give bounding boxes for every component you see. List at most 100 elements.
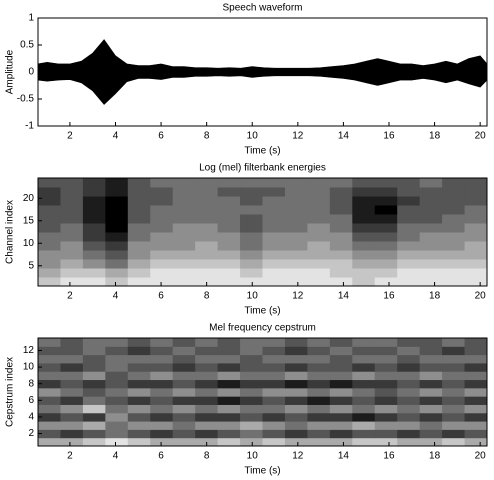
- heatmap-cell: [464, 214, 488, 224]
- heatmap-cell: [284, 223, 308, 233]
- heatmap-cell: [105, 421, 129, 430]
- heatmap-cell: [284, 338, 308, 347]
- heatmap-cell: [464, 429, 488, 439]
- heatmap-cell: [442, 214, 466, 224]
- heatmap-cell: [464, 277, 488, 287]
- heatmap-cell: [150, 277, 174, 287]
- heatmap-cell: [352, 214, 376, 224]
- heatmap-cell: [38, 268, 61, 278]
- heatmap-cell: [127, 362, 151, 372]
- heatmap-cell: [105, 187, 129, 197]
- heatmap-cell: [419, 268, 443, 278]
- heatmap-cell: [442, 379, 466, 389]
- heatmap-cell: [217, 404, 241, 414]
- heatmap-cell: [374, 346, 398, 356]
- heatmap-cell: [172, 232, 196, 242]
- x-tick-label: 14: [338, 291, 350, 302]
- y-tick-label: 10: [23, 362, 35, 373]
- heatmap-cell: [284, 404, 308, 414]
- heatmap-cell: [82, 354, 106, 364]
- heatmap-cell: [195, 187, 219, 197]
- panel-title: Speech waveform: [222, 3, 302, 14]
- y-tick-label: -0.5: [17, 94, 35, 105]
- heatmap-cell: [464, 379, 488, 389]
- heatmap-cell: [419, 421, 443, 430]
- heatmap-cell: [240, 404, 263, 414]
- heatmap-cell: [82, 379, 106, 389]
- y-tick-label: 4: [28, 412, 34, 423]
- heatmap-cell: [60, 421, 84, 430]
- heatmap-cell: [352, 421, 376, 430]
- heatmap-cell: [217, 354, 241, 364]
- x-tick-label: 16: [383, 131, 395, 142]
- heatmap-cell: [127, 412, 151, 422]
- heatmap-cell: [284, 429, 308, 439]
- heatmap-cell: [127, 379, 151, 389]
- heatmap-cell: [419, 205, 443, 215]
- x-tick-label: 18: [429, 291, 441, 302]
- heatmap-cell: [329, 205, 353, 215]
- heatmap-cell: [240, 223, 263, 233]
- heatmap-cell: [60, 214, 84, 224]
- heatmap-cell: [464, 437, 488, 447]
- x-tick-label: 4: [113, 451, 119, 462]
- heatmap-cell: [217, 396, 241, 405]
- heatmap-cell: [195, 241, 219, 251]
- heatmap-cell: [442, 241, 466, 251]
- heatmap-cell: [262, 259, 286, 269]
- y-tick-label: -1: [25, 121, 34, 132]
- y-axis-label: Channel index: [5, 200, 16, 264]
- heatmap-cell: [419, 362, 443, 372]
- heatmap-cell: [397, 371, 421, 381]
- heatmap-cell: [329, 187, 353, 197]
- heatmap-cell: [442, 232, 466, 242]
- heatmap-cell: [105, 196, 129, 206]
- heatmap-cell: [329, 429, 353, 439]
- heatmap-cell: [172, 178, 196, 188]
- x-tick-label: 10: [247, 131, 259, 142]
- heatmap-cell: [442, 250, 466, 260]
- heatmap-cell: [262, 196, 286, 206]
- heatmap-cell: [262, 250, 286, 260]
- heatmap-cell: [172, 268, 196, 278]
- heatmap-cell: [397, 268, 421, 278]
- heatmap-cell: [262, 387, 286, 397]
- heatmap-cell: [307, 346, 331, 356]
- heatmap-cell: [284, 250, 308, 260]
- heatmap-cell: [60, 277, 84, 287]
- heatmap-cell: [195, 223, 219, 233]
- heatmap-cell: [442, 396, 466, 405]
- heatmap-cell: [352, 429, 376, 439]
- heatmap-cell: [307, 338, 331, 347]
- heatmap-cell: [284, 421, 308, 430]
- heatmap-cell: [262, 371, 286, 381]
- heatmap-cell: [307, 354, 331, 364]
- heatmap-cell: [60, 371, 84, 381]
- heatmap-cell: [464, 241, 488, 251]
- heatmap-cell: [419, 250, 443, 260]
- heatmap-cell: [195, 396, 219, 405]
- heatmap-cell: [397, 396, 421, 405]
- x-tick-label: 2: [67, 291, 73, 302]
- heatmap-cell: [172, 205, 196, 215]
- heatmap-cell: [397, 277, 421, 287]
- heatmap-cell: [284, 214, 308, 224]
- heatmap-cell: [284, 379, 308, 389]
- heatmap-cell: [442, 338, 466, 347]
- heatmap-cell: [262, 362, 286, 372]
- heatmap-cell: [464, 338, 488, 347]
- heatmap-cell: [127, 187, 151, 197]
- heatmap-cell: [442, 421, 466, 430]
- heatmap-cell: [150, 178, 174, 188]
- heatmap-cell: [172, 259, 196, 269]
- waveform-envelope: [37, 39, 488, 73]
- heatmap-cell: [60, 412, 84, 422]
- heatmap-cell: [172, 277, 196, 287]
- heatmap-cell: [240, 354, 263, 364]
- heatmap-cell: [217, 187, 241, 197]
- heatmap-cell: [172, 379, 196, 389]
- heatmap-cell: [352, 396, 376, 405]
- heatmap-cell: [38, 396, 61, 405]
- heatmap-cell: [352, 259, 376, 269]
- x-tick-label: 4: [113, 291, 119, 302]
